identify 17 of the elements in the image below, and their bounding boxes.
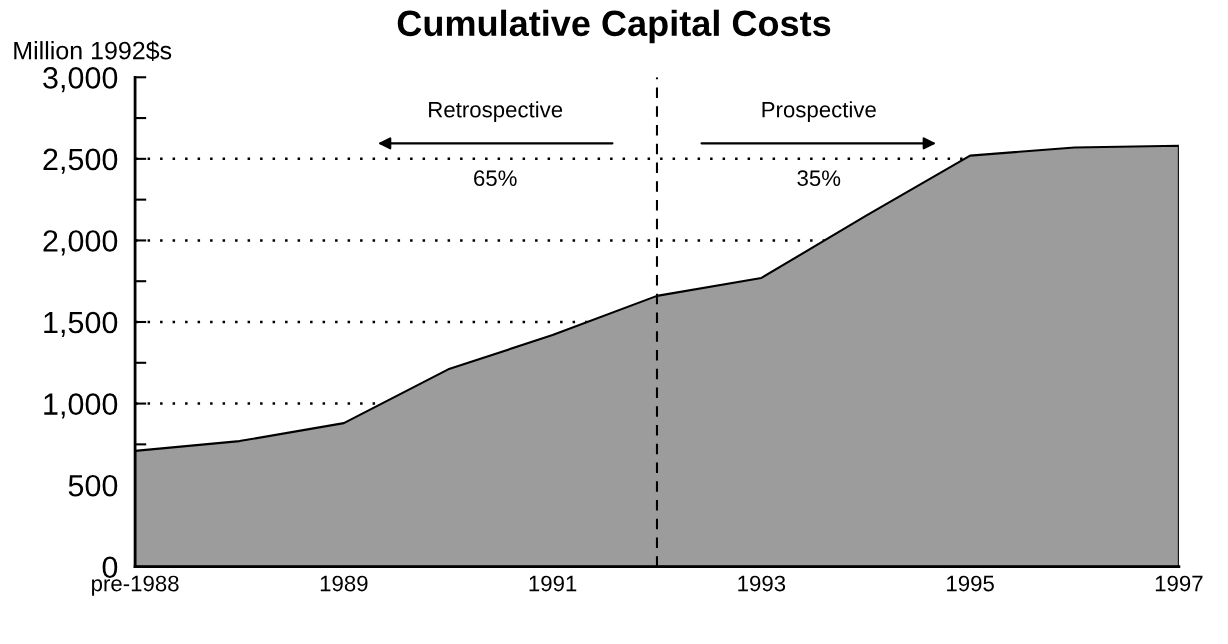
y-tick-label: 500 — [68, 474, 118, 497]
annotation: Retrospective — [429, 101, 563, 122]
y-tick-label: 2,500 — [43, 148, 118, 174]
annotation: 35% — [797, 170, 841, 187]
x-tick-label: 1989 — [320, 575, 368, 592]
x-tick-label: 1995 — [947, 575, 994, 592]
chart-title: Cumulative Capital Costs — [397, 9, 831, 44]
y-axis-title: Million 1992$s — [14, 40, 172, 61]
y-tick-label: 1,500 — [44, 311, 118, 337]
annotation: Prospective — [762, 101, 876, 122]
y-tick-label: 1,000 — [44, 393, 118, 419]
x-tick-label: 1997 — [1155, 575, 1203, 592]
y-tick-label: 2,000 — [43, 230, 118, 256]
annotation: 65% — [474, 170, 517, 187]
x-tick-label: 1993 — [738, 575, 786, 592]
y-tick-label: 3,000 — [43, 67, 118, 93]
x-tick-label: 1991 — [529, 575, 577, 592]
